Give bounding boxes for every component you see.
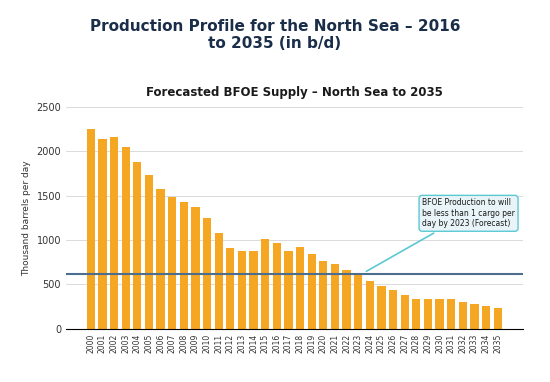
Bar <box>250 251 257 329</box>
Bar <box>424 299 432 329</box>
Bar <box>389 290 397 329</box>
Bar <box>214 233 223 329</box>
Bar <box>110 137 118 329</box>
Bar <box>203 218 211 329</box>
Bar <box>168 197 176 329</box>
Bar <box>238 251 246 329</box>
Bar <box>284 251 293 329</box>
Bar <box>226 248 234 329</box>
Bar <box>191 207 200 329</box>
Bar <box>261 239 270 329</box>
Bar <box>331 264 339 329</box>
Bar <box>145 175 153 329</box>
Bar <box>482 306 490 329</box>
Bar <box>98 139 107 329</box>
Bar <box>377 286 386 329</box>
Bar <box>273 243 281 329</box>
Bar <box>296 247 304 329</box>
Bar <box>400 295 409 329</box>
Bar <box>87 129 95 329</box>
Text: Production Profile for the North Sea – 2016
to 2035 (in b/d): Production Profile for the North Sea – 2… <box>90 19 460 52</box>
Bar <box>412 299 420 329</box>
Bar <box>122 147 130 329</box>
Bar <box>436 299 444 329</box>
Bar <box>470 304 478 329</box>
Bar <box>133 162 141 329</box>
Bar <box>343 270 351 329</box>
Text: BFOE Production to will
be less than 1 cargo per
day by 2023 (Forecast): BFOE Production to will be less than 1 c… <box>366 198 515 271</box>
Bar <box>180 202 188 329</box>
Y-axis label: Thousand barrels per day: Thousand barrels per day <box>22 160 31 275</box>
Bar <box>493 308 502 329</box>
Bar <box>447 299 455 329</box>
Bar <box>319 261 327 329</box>
Bar <box>354 274 362 329</box>
Bar <box>366 281 374 329</box>
Bar <box>459 302 467 329</box>
Bar <box>307 254 316 329</box>
Bar <box>157 189 164 329</box>
Title: Forecasted BFOE Supply – North Sea to 2035: Forecasted BFOE Supply – North Sea to 20… <box>146 86 443 99</box>
